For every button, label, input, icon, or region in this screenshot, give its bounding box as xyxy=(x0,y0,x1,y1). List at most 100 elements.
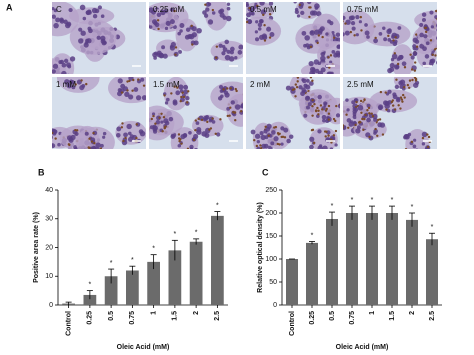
lipid-droplet xyxy=(294,83,297,86)
lipid-droplet xyxy=(359,15,363,19)
nucleus xyxy=(436,24,437,28)
x-tick-label: 0.5 xyxy=(329,311,336,321)
micrograph-content xyxy=(246,2,340,74)
lipid-droplet xyxy=(397,104,400,107)
nucleus xyxy=(335,113,340,118)
y-tick-label: 0 xyxy=(49,302,53,309)
nucleus xyxy=(351,100,356,105)
nucleus xyxy=(384,100,390,107)
lipid-droplet xyxy=(262,13,265,17)
nucleus xyxy=(95,142,101,148)
nucleus xyxy=(44,67,48,71)
nucleus xyxy=(421,17,426,22)
nucleus xyxy=(329,21,334,26)
nucleus xyxy=(366,103,371,108)
nucleus xyxy=(221,51,226,56)
nucleus xyxy=(46,128,50,132)
nucleus xyxy=(46,73,50,77)
lipid-droplet xyxy=(323,130,327,133)
lipid-droplet xyxy=(200,118,204,122)
nucleus xyxy=(68,7,73,13)
lipid-droplet xyxy=(410,140,414,144)
nucleus xyxy=(419,32,424,38)
lipid-droplet xyxy=(329,54,333,57)
lipid-droplet xyxy=(341,107,343,109)
x-tick-label: Control xyxy=(65,311,72,336)
nucleus xyxy=(140,77,145,82)
y-tick-label: 250 xyxy=(265,187,277,194)
lipid-droplet xyxy=(75,129,79,132)
x-tick-label: 2 xyxy=(193,311,200,315)
error-bar xyxy=(329,211,335,226)
nucleus xyxy=(393,64,400,70)
nucleus xyxy=(189,144,194,149)
x-tick-label: 1.5 xyxy=(389,311,396,321)
nucleus xyxy=(59,59,65,65)
error-bar xyxy=(429,232,435,246)
lipid-droplet xyxy=(92,131,95,135)
lipid-droplet xyxy=(126,89,129,92)
nucleus xyxy=(303,83,308,88)
lipid-droplet xyxy=(381,133,385,136)
lipid-droplet xyxy=(268,36,272,39)
lipid-droplet xyxy=(395,78,398,81)
lipid-droplet xyxy=(311,104,314,108)
nucleus xyxy=(188,33,195,40)
nucleus xyxy=(263,129,268,134)
lipid-droplet xyxy=(354,123,357,127)
nucleus xyxy=(298,85,303,90)
nucleus xyxy=(351,26,356,31)
lipid-droplet xyxy=(174,53,177,56)
lipid-droplet xyxy=(340,111,342,113)
lipid-droplet xyxy=(185,151,187,153)
lipid-droplet xyxy=(192,138,196,142)
nucleus xyxy=(308,60,314,67)
lipid-droplet xyxy=(190,24,193,28)
lipid-droplet xyxy=(124,136,127,140)
nucleus xyxy=(389,62,395,69)
lipid-droplet xyxy=(121,122,124,125)
lipid-droplet xyxy=(374,36,377,40)
y-tick-label: 50 xyxy=(269,279,277,286)
lipid-droplet xyxy=(88,148,91,149)
lipid-droplet xyxy=(334,119,337,123)
lipid-droplet xyxy=(122,139,125,143)
lipid-droplet xyxy=(274,125,278,129)
lipid-droplet xyxy=(268,13,272,16)
bar xyxy=(189,241,203,305)
micrograph-content xyxy=(343,2,450,74)
nucleus xyxy=(149,7,154,13)
lipid-droplet xyxy=(186,147,190,149)
nucleus xyxy=(47,25,51,29)
nucleus xyxy=(170,134,176,139)
lipid-droplet xyxy=(120,126,124,129)
nucleus xyxy=(320,51,326,57)
lipid-droplet xyxy=(93,142,96,145)
nucleus xyxy=(446,16,450,20)
nucleus xyxy=(306,105,310,110)
nucleus xyxy=(405,134,409,138)
lipid-droplet xyxy=(263,23,266,27)
lipid-droplet xyxy=(345,113,348,116)
micrograph: 1 mM xyxy=(46,77,146,149)
micrograph-content xyxy=(46,77,146,149)
lipid-droplet xyxy=(434,54,437,57)
nucleus xyxy=(177,143,182,148)
micrograph-content xyxy=(149,77,243,153)
lipid-droplet xyxy=(222,88,225,91)
y-tick-label: 20 xyxy=(45,244,53,251)
nucleus xyxy=(348,121,354,127)
lipid-droplet xyxy=(191,43,194,46)
lipid-droplet xyxy=(415,33,418,36)
lipid-droplet xyxy=(259,147,263,149)
micrograph-content xyxy=(44,2,146,77)
lipid-droplet xyxy=(391,74,393,76)
lipid-droplet xyxy=(426,145,430,149)
micrograph-label: 1.5 mM xyxy=(153,80,180,89)
nucleus xyxy=(309,136,315,142)
lipid-droplet xyxy=(419,150,421,152)
lipid-droplet xyxy=(433,48,437,51)
lipid-droplet xyxy=(408,151,410,153)
error-bar xyxy=(65,301,72,305)
nucleus xyxy=(116,126,122,132)
